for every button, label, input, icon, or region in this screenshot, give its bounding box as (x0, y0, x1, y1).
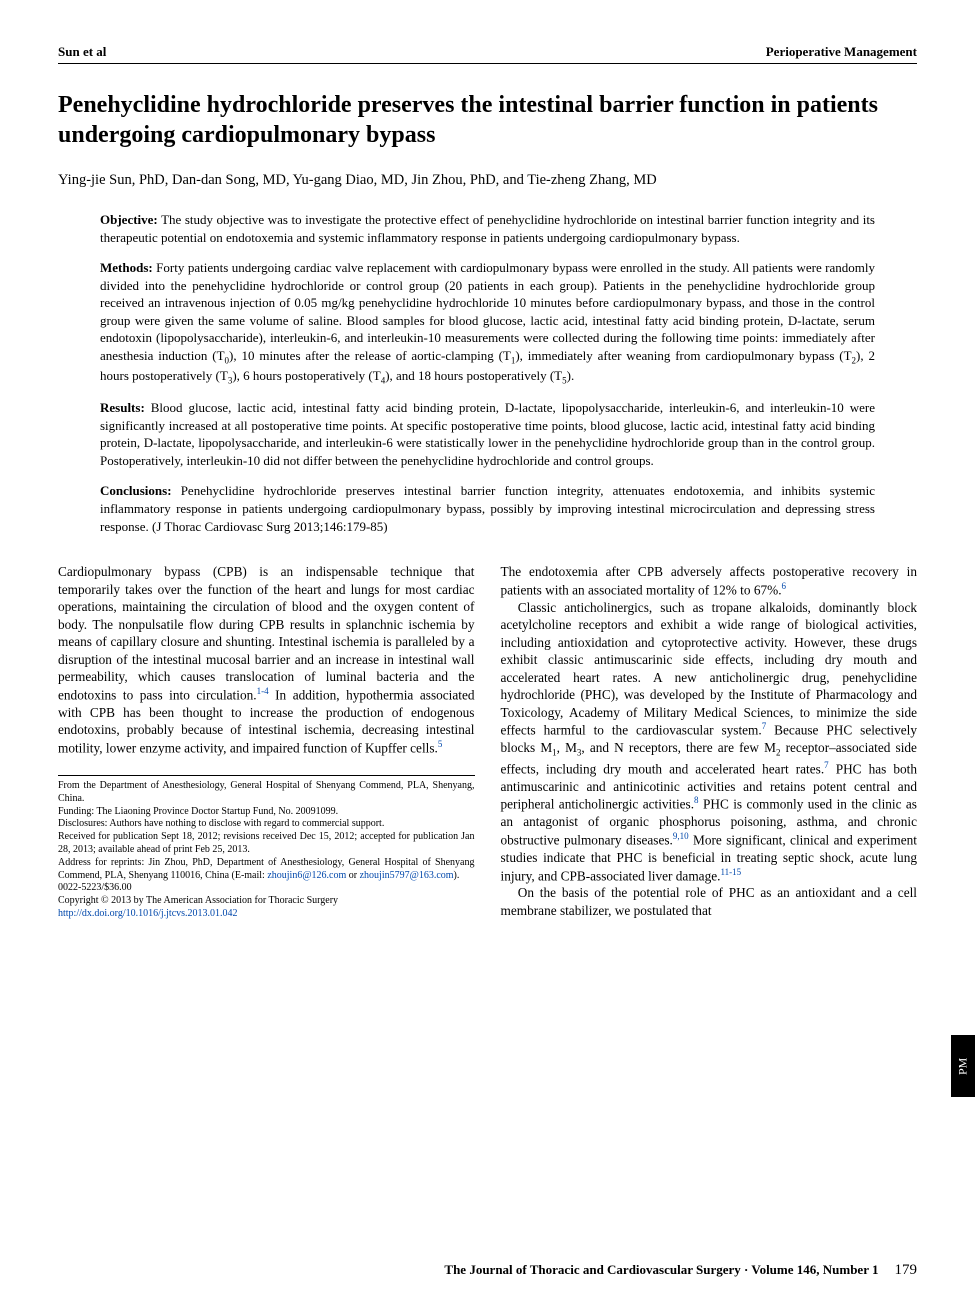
body-columns: Cardiopulmonary bypass (CPB) is an indis… (58, 563, 917, 921)
footnote-address: Address for reprints: Jin Zhou, PhD, Dep… (58, 857, 475, 883)
ref-link[interactable]: 5 (438, 739, 443, 749)
methods-label: Methods: (100, 260, 153, 275)
conclusions-label: Conclusions: (100, 483, 172, 498)
footnote-received: Received for publication Sept 18, 2012; … (58, 831, 475, 857)
body-para: Classic anticholinergics, such as tropan… (501, 599, 918, 885)
abstract-results: Results: Blood glucose, lactic acid, int… (100, 399, 875, 469)
results-label: Results: (100, 400, 145, 415)
body-para: On the basis of the potential role of PH… (501, 884, 918, 919)
header-right: Perioperative Management (766, 44, 917, 60)
ref-link[interactable]: 11-15 (720, 867, 741, 877)
header-left: Sun et al (58, 44, 106, 60)
left-column: Cardiopulmonary bypass (CPB) is an indis… (58, 563, 475, 921)
article-title: Penehyclidine hydrochloride preserves th… (58, 90, 917, 150)
section-tab: PM (951, 1035, 975, 1097)
doi-link[interactable]: http://dx.doi.org/10.1016/j.jtcvs.2013.0… (58, 908, 238, 919)
running-header: Sun et al Perioperative Management (58, 44, 917, 64)
page-number: 179 (895, 1262, 918, 1279)
footnote-copyright: Copyright © 2013 by The American Associa… (58, 895, 475, 908)
ref-link[interactable]: 1-4 (257, 686, 269, 696)
footnote-issn: 0022-5223/$36.00 (58, 882, 475, 895)
ref-link[interactable]: 6 (782, 581, 787, 591)
body-para: Cardiopulmonary bypass (CPB) is an indis… (58, 563, 475, 757)
abstract-conclusions: Conclusions: Penehyclidine hydrochloride… (100, 482, 875, 535)
conclusions-text: Penehyclidine hydrochloride preserves in… (100, 483, 875, 533)
right-column: The endotoxemia after CPB adversely affe… (501, 563, 918, 921)
results-text: Blood glucose, lactic acid, intestinal f… (100, 400, 875, 468)
footnote-funding: Funding: The Liaoning Province Doctor St… (58, 806, 475, 819)
page-footer: The Journal of Thoracic and Cardiovascul… (58, 1262, 917, 1279)
ref-link[interactable]: 9,10 (673, 831, 689, 841)
objective-label: Objective: (100, 212, 158, 227)
email-link[interactable]: zhoujin5797@163.com (360, 870, 454, 881)
abstract-block: Objective: The study objective was to in… (100, 211, 875, 535)
email-link[interactable]: zhoujin6@126.com (267, 870, 346, 881)
footnote-from: From the Department of Anesthesiology, G… (58, 780, 475, 806)
abstract-objective: Objective: The study objective was to in… (100, 211, 875, 246)
journal-footer: The Journal of Thoracic and Cardiovascul… (444, 1262, 878, 1278)
footnote-disclosures: Disclosures: Authors have nothing to dis… (58, 818, 475, 831)
objective-text: The study objective was to investigate t… (100, 212, 875, 245)
body-para: The endotoxemia after CPB adversely affe… (501, 563, 918, 599)
author-list: Ying-jie Sun, PhD, Dan-dan Song, MD, Yu-… (58, 172, 917, 189)
abstract-methods: Methods: Forty patients undergoing cardi… (100, 259, 875, 386)
footnotes-block: From the Department of Anesthesiology, G… (58, 775, 475, 921)
